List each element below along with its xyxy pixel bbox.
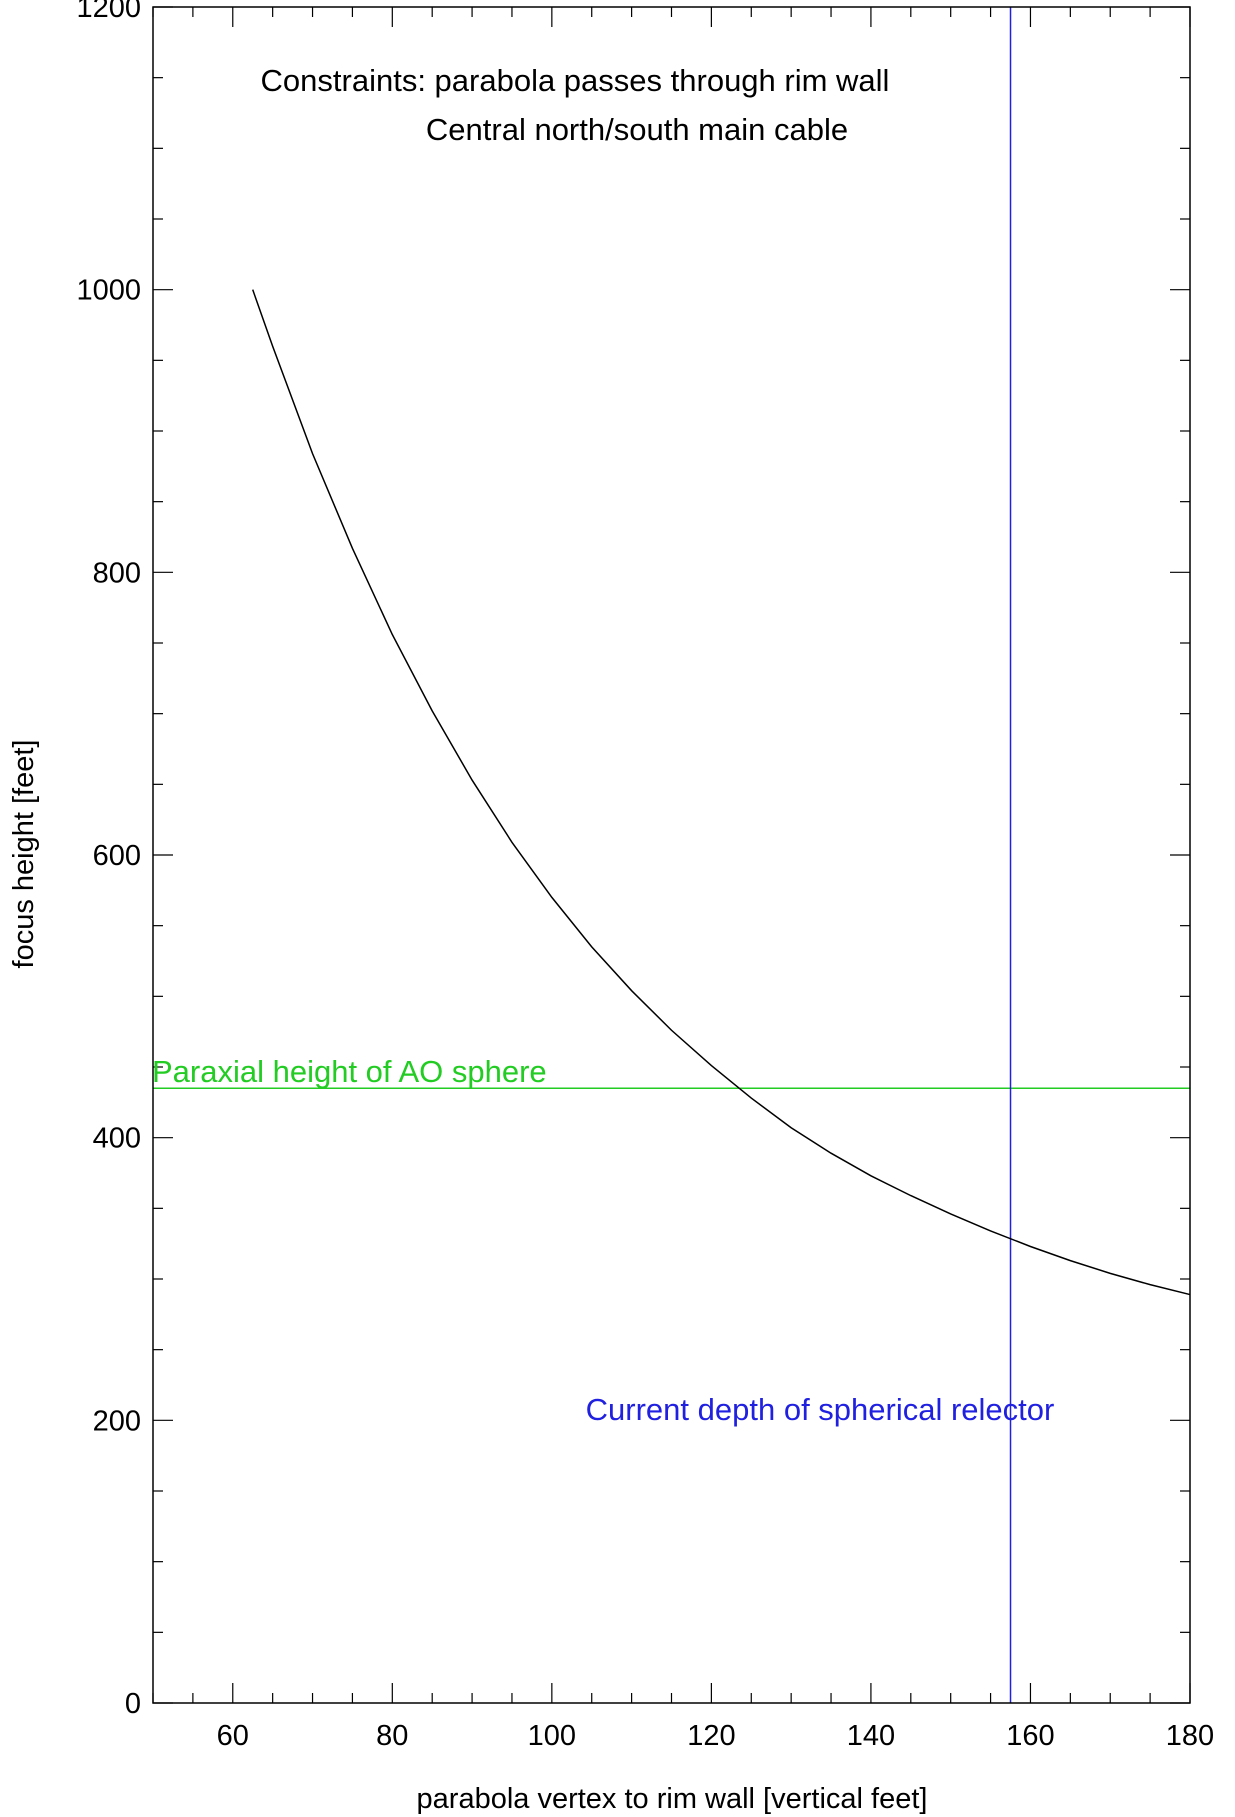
y-tick-label: 600	[93, 840, 141, 872]
focus-height-curve	[252, 289, 1191, 1296]
y-tick-label: 200	[93, 1405, 141, 1437]
y-axis-title: focus height [feet]	[8, 740, 40, 969]
y-tick-label: 0	[125, 1688, 141, 1720]
y-tick-label: 1000	[76, 275, 141, 307]
annotation-main-cable: Central north/south main cable	[426, 112, 848, 147]
y-tick-label: 800	[93, 557, 141, 589]
x-tick-label: 60	[217, 1720, 249, 1752]
x-tick-labels: 60 80 100 120 140 160 180	[217, 1720, 1215, 1752]
plot-frame	[152, 6, 1191, 1704]
x-tick-label: 80	[376, 1720, 408, 1752]
x-tick-label: 140	[847, 1720, 895, 1752]
x-tick-label: 180	[1166, 1720, 1214, 1752]
x-axis-title: parabola vertex to rim wall [vertical fe…	[417, 1783, 928, 1815]
y-tick-labels: 0 200 400 600 800 1000 1200	[76, 0, 141, 1720]
y-tick-label: 400	[93, 1123, 141, 1155]
y-tick-label: 1200	[76, 0, 141, 24]
minor-ticks	[152, 7, 1190, 1703]
vertical-reference-label: Current depth of spherical relector	[586, 1392, 1055, 1427]
x-tick-label: 120	[687, 1720, 735, 1752]
major-ticks	[153, 6, 1191, 1704]
x-tick-label: 160	[1006, 1720, 1054, 1752]
x-tick-label: 100	[528, 1720, 576, 1752]
horizontal-reference-label: Paraxial height of AO sphere	[152, 1054, 547, 1089]
annotation-constraints: Constraints: parabola passes through rim…	[261, 63, 890, 98]
